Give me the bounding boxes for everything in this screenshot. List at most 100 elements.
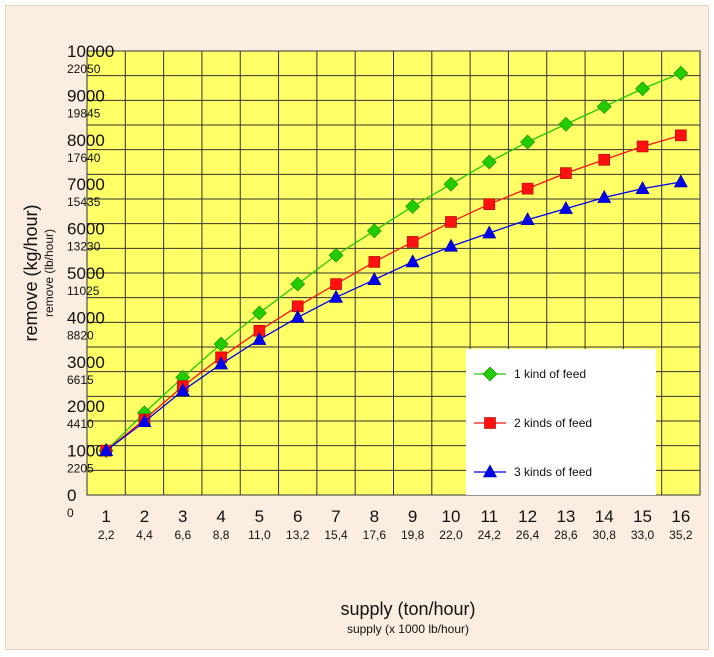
y-tick-label: 7000	[67, 175, 105, 194]
data-point	[175, 383, 190, 396]
x-tick-label-secondary: 30,8	[593, 528, 617, 542]
x-axis-title-secondary: supply (x 1000 lb/hour)	[347, 622, 469, 636]
x-tick-label: 1	[101, 507, 110, 526]
data-point	[483, 198, 496, 210]
y-tick-label-secondary: 4410	[67, 417, 94, 431]
data-point	[558, 116, 574, 132]
x-tick-label: 10	[442, 507, 461, 526]
x-tick-label-secondary: 33,0	[631, 528, 655, 542]
data-point	[598, 153, 611, 166]
x-tick-label: 15	[633, 507, 652, 526]
y-tick-label: 1000	[67, 442, 105, 461]
x-tick-label: 12	[518, 507, 537, 526]
series-layer	[98, 65, 689, 459]
y-tick-label: 8000	[67, 131, 105, 150]
data-point	[520, 134, 536, 150]
x-tick-label-secondary: 22,0	[439, 528, 463, 542]
x-tick-label-secondary: 4,4	[136, 528, 153, 542]
data-point	[328, 247, 344, 263]
data-point	[445, 216, 457, 228]
y-tick-label-secondary: 13230	[67, 240, 101, 254]
x-tick-label: 5	[255, 507, 264, 526]
y-axis-title: remove (kg/hour)	[21, 204, 41, 341]
y-tick-label-secondary: 8820	[67, 328, 94, 342]
data-point	[481, 154, 497, 170]
x-tick-label: 16	[671, 507, 690, 526]
data-point	[405, 198, 421, 214]
data-point	[213, 336, 229, 352]
y-tick-label: 5000	[67, 264, 105, 283]
y-tick-label-secondary: 22050	[67, 62, 101, 76]
data-point	[251, 305, 267, 321]
legend-label: 3 kinds of feed	[514, 465, 592, 479]
x-axis-title: supply (ton/hour)	[340, 599, 475, 619]
y-tick-label: 9000	[67, 86, 105, 105]
x-tick-label-secondary: 11,0	[248, 528, 271, 542]
y-tick-label-secondary: 15435	[67, 195, 101, 209]
legend-marker	[484, 417, 496, 429]
x-tick-label-secondary: 6,6	[174, 528, 191, 542]
series-line	[105, 181, 681, 452]
x-tick-label: 4	[216, 507, 225, 526]
y-tick-label-secondary: 11025	[67, 284, 100, 298]
x-tick-label: 13	[556, 507, 575, 526]
data-point	[290, 276, 306, 292]
x-axis-ticks: 1 2,2 2 4,4 3 6,6 4 8,8 5 11,0 6 13,2 7 15,4 8 17,6 9 19,…	[98, 507, 693, 542]
x-tick-label: 2	[140, 507, 149, 526]
data-point	[252, 331, 267, 345]
series-3	[99, 174, 688, 456]
legend-item: 2 kinds of feed	[474, 416, 592, 430]
chart-frame: 0 0 1000 2205 2000 4410 3000 6615 4000 8820 5000 11…	[5, 5, 709, 650]
data-point	[214, 356, 229, 370]
horizontal-gridlines	[87, 50, 700, 496]
data-point	[597, 189, 612, 203]
data-point	[330, 278, 342, 290]
x-tick-label: 3	[178, 507, 187, 526]
line-chart: 0010002205200044103000661540008820500011…	[21, 42, 701, 636]
y-tick-label-secondary: 19845	[67, 106, 101, 120]
legend-item: 3 kinds of feed	[474, 464, 592, 479]
data-point	[290, 309, 305, 323]
data-point	[560, 167, 572, 179]
data-point	[673, 65, 689, 81]
x-tick-label: 14	[595, 507, 614, 526]
data-point	[520, 212, 535, 226]
y-tick-label: 6000	[67, 220, 105, 239]
data-point	[675, 129, 687, 142]
x-tick-label-secondary: 19,8	[401, 528, 425, 542]
y-tick-label: 3000	[67, 353, 105, 372]
y-tick-label: 0	[67, 486, 76, 505]
x-tick-label: 11	[480, 507, 498, 526]
data-point	[636, 140, 649, 153]
data-point	[558, 200, 573, 214]
data-point	[443, 238, 458, 252]
data-point	[367, 272, 382, 285]
y-tick-label-secondary: 2205	[67, 462, 94, 476]
legend-marker	[482, 464, 498, 478]
x-tick-label: 9	[408, 507, 417, 526]
legend-label: 1 kind of feed	[514, 367, 586, 381]
y-tick-label: 2000	[67, 397, 105, 416]
y-tick-label-secondary: 17640	[67, 151, 101, 165]
x-tick-label-secondary: 17,6	[363, 528, 387, 542]
data-point	[99, 442, 114, 456]
legend-box	[466, 349, 656, 495]
series-line	[105, 72, 682, 452]
y-tick-label-secondary: 0	[67, 506, 74, 520]
x-tick-label-secondary: 28,6	[554, 528, 578, 542]
data-point	[406, 236, 419, 248]
legend-marker	[482, 366, 498, 382]
x-tick-label-secondary: 15,4	[324, 528, 348, 542]
data-point	[329, 289, 344, 303]
y-tick-label: 4000	[67, 308, 105, 327]
data-point	[366, 223, 382, 239]
y-tick-label-secondary: 6615	[67, 373, 94, 387]
x-tick-label: 6	[293, 507, 302, 526]
x-tick-label-secondary: 2,2	[98, 528, 115, 542]
data-point	[137, 414, 152, 428]
y-tick-label: 10000	[67, 42, 114, 61]
x-tick-label: 7	[331, 507, 340, 526]
data-point	[635, 81, 650, 97]
legend: 1 kind of feed 2 kinds of feed 3 kinds of …	[466, 349, 656, 495]
